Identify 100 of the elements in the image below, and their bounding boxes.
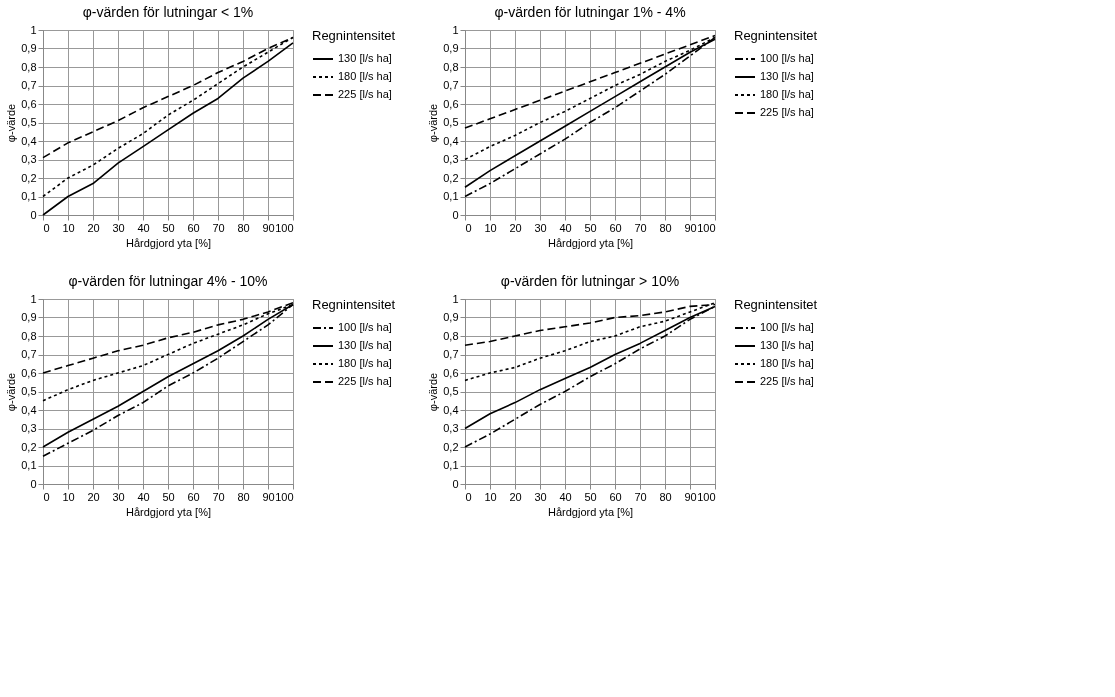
chart-title: φ-värden för lutningar 4% - 10%: [68, 273, 268, 289]
y-tick-label: 0,9: [21, 42, 37, 54]
y-tick-label: 0,7: [21, 79, 37, 91]
y-tick-label: 0,5: [443, 116, 459, 128]
x-tick-label: 100: [275, 221, 294, 234]
y-tick-label: 0,7: [443, 79, 459, 91]
y-tick-label: 0: [452, 477, 459, 490]
legend-label: 225 [l/s ha]: [338, 88, 392, 100]
legend-label: 225 [l/s ha]: [760, 106, 814, 118]
x-tick-label: 10: [62, 490, 75, 503]
x-tick-label: 10: [484, 490, 497, 503]
x-tick-label: 40: [559, 221, 572, 234]
y-tick-label: 0,6: [443, 97, 459, 110]
legend-label: 130 [l/s ha]: [338, 339, 392, 351]
y-tick-label: 0,3: [443, 422, 459, 434]
x-tick-label: 40: [137, 221, 150, 234]
x-tick-label: 30: [534, 490, 547, 503]
x-axis-title: Hårdgjord yta [%]: [548, 505, 633, 518]
y-axis-title: φ-värde: [427, 103, 440, 143]
legend-title: Regnintensitet: [312, 28, 396, 43]
x-tick-label: 60: [187, 490, 200, 503]
x-tick-label: 100: [697, 490, 716, 503]
x-tick-label: 30: [112, 490, 125, 503]
legend-label: 100 [l/s ha]: [760, 321, 814, 333]
legend-label: 180 [l/s ha]: [338, 357, 392, 369]
x-tick-label: 80: [237, 490, 250, 503]
y-tick-label: 0,3: [21, 422, 37, 434]
y-tick-label: 1: [30, 23, 37, 36]
x-tick-label: 80: [659, 221, 672, 234]
x-tick-label: 60: [609, 221, 622, 234]
x-tick-label: 90: [684, 221, 697, 234]
x-tick-label: 0: [43, 490, 50, 503]
y-tick-label: 0,1: [443, 190, 459, 202]
x-tick-label: 70: [634, 490, 647, 503]
x-tick-label: 0: [465, 490, 472, 503]
x-tick-label: 10: [484, 221, 497, 234]
y-tick-label: 0,6: [21, 97, 37, 110]
y-tick-label: 0,1: [21, 190, 37, 202]
x-tick-label: 100: [697, 221, 716, 234]
x-axis-title: Hårdgjord yta [%]: [548, 236, 633, 249]
x-tick-label: 50: [162, 221, 175, 234]
y-tick-label: 0,7: [21, 348, 37, 360]
x-tick-label: 30: [112, 221, 125, 234]
x-tick-label: 10: [62, 221, 75, 234]
x-tick-label: 60: [187, 221, 200, 234]
y-tick-label: 0,4: [443, 403, 459, 416]
y-tick-label: 0,9: [21, 311, 37, 323]
x-tick-label: 90: [262, 221, 275, 234]
y-tick-label: 0: [30, 477, 37, 490]
legend-label: 225 [l/s ha]: [760, 375, 814, 387]
x-tick-label: 20: [509, 221, 522, 234]
x-tick-label: 100: [275, 490, 294, 503]
x-tick-label: 50: [162, 490, 175, 503]
y-tick-label: 0,9: [443, 311, 459, 323]
legend-title: Regnintensitet: [734, 297, 818, 312]
x-tick-label: 60: [609, 490, 622, 503]
y-axis-title: φ-värde: [5, 372, 18, 412]
y-tick-label: 0,8: [443, 60, 459, 73]
chart-title: φ-värden för lutningar 1% - 4%: [494, 4, 686, 20]
x-tick-label: 70: [212, 490, 225, 503]
chart-title: φ-värden för lutningar < 1%: [82, 4, 254, 20]
y-tick-label: 0,6: [443, 366, 459, 379]
y-tick-label: 0,2: [21, 171, 37, 184]
y-tick-label: 0,2: [21, 440, 37, 453]
x-tick-label: 70: [634, 221, 647, 234]
y-tick-label: 0,5: [21, 116, 37, 128]
legend-title: Regnintensitet: [734, 28, 818, 43]
x-tick-label: 30: [534, 221, 547, 234]
y-axis-title: φ-värde: [427, 372, 440, 412]
y-tick-label: 1: [452, 292, 459, 305]
legend-label: 180 [l/s ha]: [338, 70, 392, 82]
x-tick-label: 90: [262, 490, 275, 503]
y-tick-label: 0,9: [443, 42, 459, 54]
legend-label: 180 [l/s ha]: [760, 357, 814, 369]
y-tick-label: 0,4: [443, 134, 459, 147]
legend-label: 180 [l/s ha]: [760, 88, 814, 100]
y-tick-label: 0,2: [443, 171, 459, 184]
x-axis-title: Hårdgjord yta [%]: [126, 236, 211, 249]
x-tick-label: 70: [212, 221, 225, 234]
x-tick-label: 20: [87, 221, 100, 234]
y-tick-label: 0,8: [21, 329, 37, 342]
legend-label: 100 [l/s ha]: [338, 321, 392, 333]
x-tick-label: 80: [237, 221, 250, 234]
y-tick-label: 0,1: [443, 459, 459, 471]
y-tick-label: 1: [452, 23, 459, 36]
y-tick-label: 0,7: [443, 348, 459, 360]
y-tick-label: 0: [452, 208, 459, 221]
x-tick-label: 0: [465, 221, 472, 234]
x-tick-label: 20: [87, 490, 100, 503]
x-tick-label: 0: [43, 221, 50, 234]
legend-label: 130 [l/s ha]: [760, 339, 814, 351]
y-tick-label: 0,5: [21, 385, 37, 397]
x-tick-label: 80: [659, 490, 672, 503]
y-tick-label: 0,6: [21, 366, 37, 379]
legend-title: Regnintensitet: [312, 297, 396, 312]
x-tick-label: 50: [584, 221, 597, 234]
y-tick-label: 0,3: [443, 153, 459, 165]
legend-label: 130 [l/s ha]: [760, 70, 814, 82]
x-axis-title: Hårdgjord yta [%]: [126, 505, 211, 518]
y-tick-label: 0,8: [443, 329, 459, 342]
